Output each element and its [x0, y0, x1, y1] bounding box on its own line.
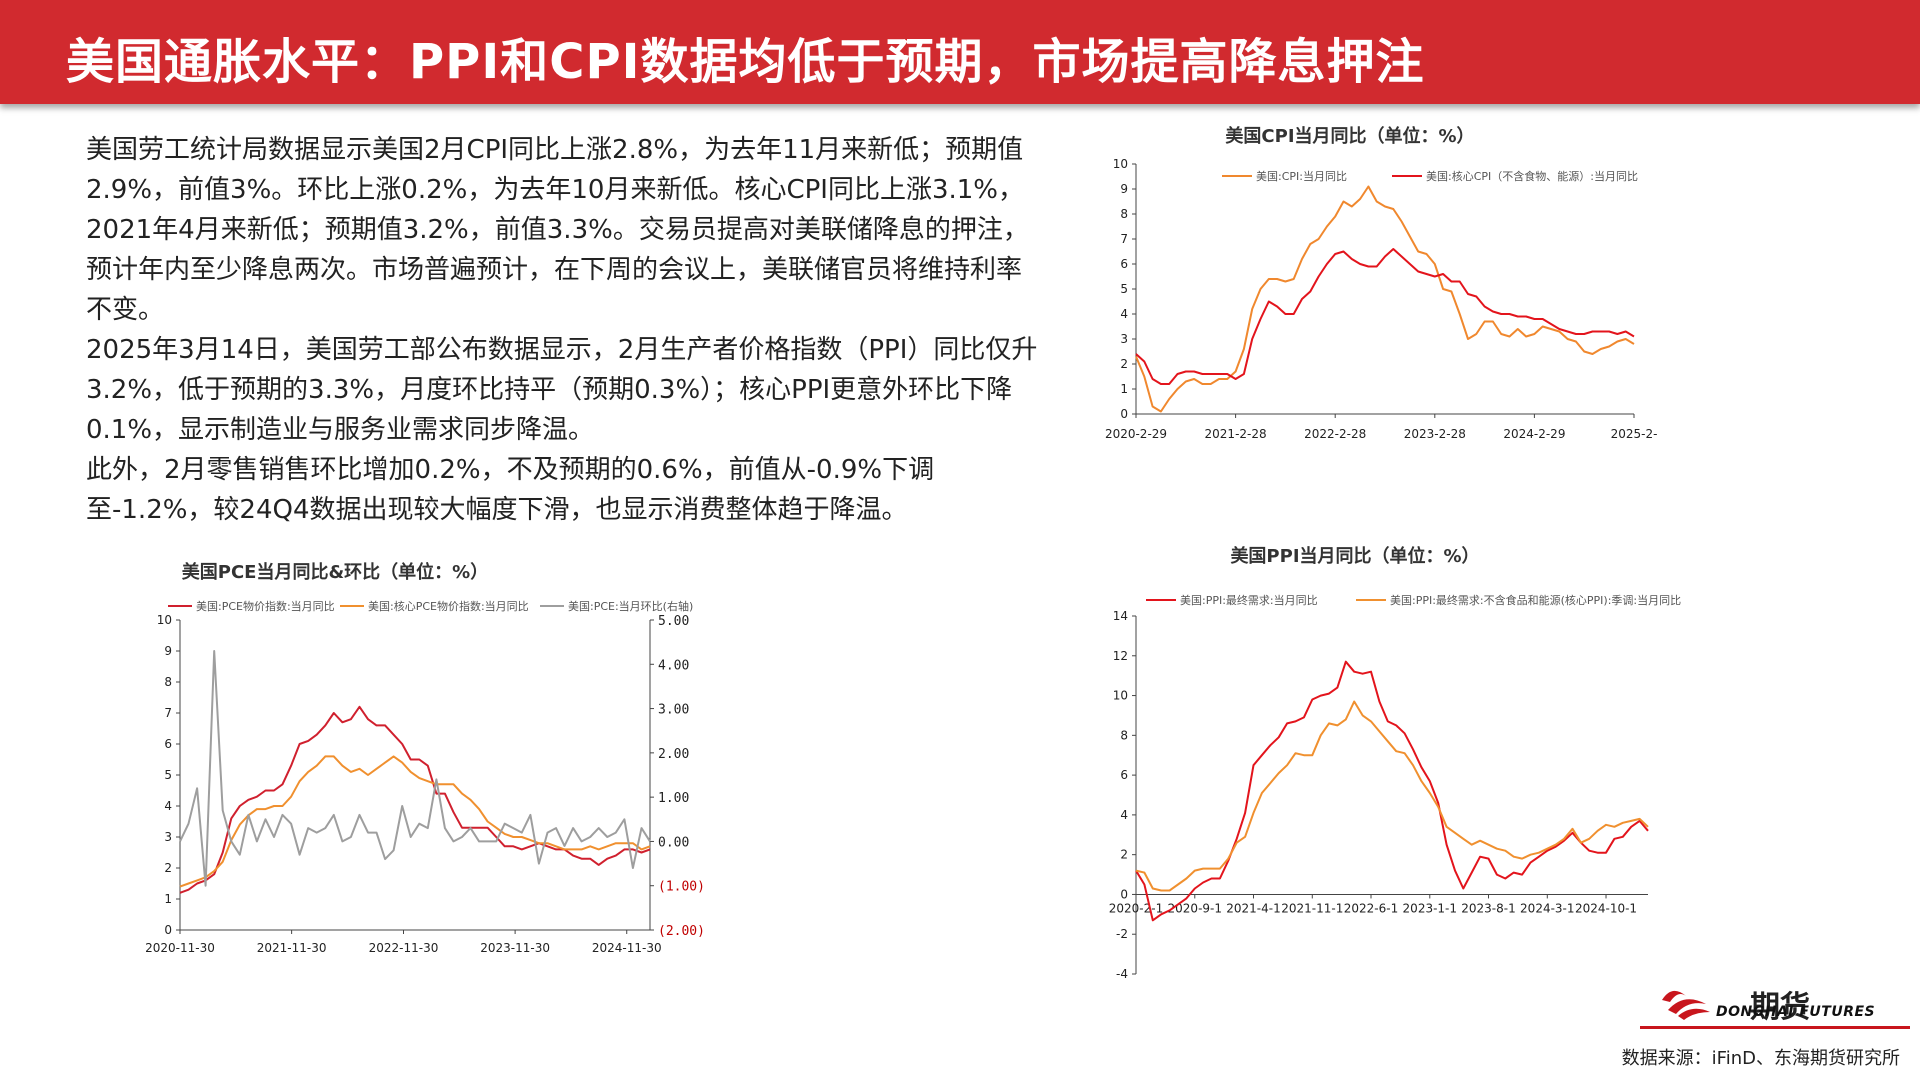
page-title: 美国通胀水平：PPI和CPI数据均低于预期，市场提高降息押注: [66, 34, 1425, 90]
pce-x-tick-label: 2021-11-30: [257, 941, 327, 955]
donghai-logo-icon: [1662, 990, 1710, 1020]
paragraph-cpi: 美国劳工统计局数据显示美国2月CPI同比上涨2.8%，为去年11月来新低；预期值…: [86, 135, 1029, 325]
ppi-x-tick-label: 2023-8-1: [1461, 901, 1515, 915]
cpi-y-tick-label: 5: [1120, 282, 1128, 296]
cpi-y-tick-label: 4: [1120, 307, 1128, 321]
donghai-logo: 期货 DONGHAI FUTURES: [1640, 978, 1910, 1029]
ppi-y-tick-label: 4: [1120, 808, 1128, 822]
cpi-chart-title: 美国CPI当月同比（单位：%）: [1225, 125, 1474, 147]
pce-y-tick-label: 10: [157, 613, 172, 627]
pce-y2-tick-label: (2.00): [658, 924, 705, 939]
pce-y2-tick-label: 0.00: [658, 835, 689, 850]
pce-y2-tick-label: 4.00: [658, 658, 689, 673]
pce-y2-tick-label: 3.00: [658, 703, 689, 718]
cpi-y-tick-label: 0: [1120, 407, 1128, 421]
ppi-y-tick-label: 12: [1113, 649, 1128, 663]
ppi-y-tick-label: 0: [1120, 887, 1128, 901]
ppi-series-line: [1135, 700, 1649, 892]
paragraph-retail: 此外，2月零售销售环比增加0.2%，不及预期的0.6%，前值从-0.9%下调至-…: [86, 455, 935, 525]
ppi-y-tick-label: -2: [1116, 927, 1128, 941]
pce-y-tick-label: 1: [164, 892, 172, 906]
ppi-x-tick-label: 2020-9-1: [1168, 901, 1222, 915]
data-source: 数据来源：iFinD、东海期货研究所: [1621, 1048, 1900, 1069]
pce-legend-label: 美国:核心PCE物价指数:当月同比: [368, 599, 529, 613]
pce-x-tick-label: 2024-11-30: [592, 941, 662, 955]
logo-english-text: DONGHAI FUTURES: [1716, 1004, 1876, 1020]
pce-x-tick-label: 2023-11-30: [480, 941, 550, 955]
pce-y2-tick-label: 2.00: [658, 747, 689, 762]
cpi-x-tick-label: 2020-2-29: [1105, 427, 1167, 441]
paragraph-ppi: 2025年3月14日，美国劳工部公布数据显示，2月生产者价格指数（PPI）同比仅…: [86, 335, 1038, 445]
ppi-y-tick-label: 2: [1120, 848, 1128, 862]
cpi-y-tick-label: 8: [1120, 207, 1128, 221]
logo-brand-text: 期货: [1750, 990, 1810, 1025]
ppi-y-tick-label: 6: [1120, 768, 1128, 782]
cpi-x-tick-label: 2025-2-: [1611, 427, 1658, 441]
cpi-x-tick-label: 2022-2-28: [1304, 427, 1366, 441]
cpi-x-tick-label: 2023-2-28: [1404, 427, 1466, 441]
pce-y-tick-label: 0: [164, 923, 172, 937]
cpi-y-tick-label: 2: [1120, 357, 1128, 371]
cpi-y-tick-label: 6: [1120, 257, 1128, 271]
title-banner: 美国通胀水平：PPI和CPI数据均低于预期，市场提高降息押注: [0, 0, 1920, 104]
body-text: 美国劳工统计局数据显示美国2月CPI同比上涨2.8%，为去年11月来新低；预期值…: [86, 130, 1046, 530]
cpi-series-line: [1135, 248, 1635, 385]
cpi-x-tick-label: 2024-2-29: [1503, 427, 1565, 441]
pce-y-tick-label: 7: [164, 706, 172, 720]
ppi-y-tick-label: 10: [1113, 689, 1128, 703]
cpi-y-tick-label: 7: [1120, 232, 1128, 246]
ppi-x-tick-label: 2021-4-1: [1226, 901, 1280, 915]
ppi-series-line: [1135, 660, 1649, 922]
pce-y-tick-label: 8: [164, 675, 172, 689]
cpi-y-tick-label: 1: [1120, 382, 1128, 396]
ppi-y-tick-label: 8: [1120, 728, 1128, 742]
cpi-series-line: [1135, 185, 1635, 413]
pce-y-tick-label: 9: [164, 644, 172, 658]
ppi-y-tick-label: 14: [1113, 609, 1128, 623]
ppi-x-tick-label: 2024-3-1: [1520, 901, 1574, 915]
ppi-legend-label: 美国:PPI:最终需求:不含食品和能源(核心PPI):季调:当月同比: [1390, 593, 1681, 607]
ppi-x-tick-label: 2023-1-1: [1403, 901, 1457, 915]
pce-y2-tick-label: 5.00: [658, 614, 689, 629]
ppi-chart-title: 美国PPI当月同比（单位：%）: [1230, 545, 1479, 567]
ppi-chart: 美国PPI当月同比（单位：%） 美国:PPI:最终需求:当月同比 美国:PPI:最终…: [1090, 540, 1910, 1000]
pce-y-tick-label: 6: [164, 737, 172, 751]
logo-underline: [1640, 1026, 1910, 1029]
pce-series-line: [179, 755, 651, 888]
pce-series-line: [179, 705, 651, 894]
cpi-y-tick-label: 3: [1120, 332, 1128, 346]
pce-chart-title: 美国PCE当月同比&环比（单位：%）: [182, 561, 488, 583]
cpi-legend-label: 美国:核心CPI（不含食物、能源）:当月同比: [1426, 169, 1638, 183]
ppi-x-tick-label: 2020-2-1: [1109, 901, 1163, 915]
cpi-legend-label: 美国:CPI:当月同比: [1256, 169, 1347, 183]
ppi-legend-label: 美国:PPI:最终需求:当月同比: [1180, 593, 1318, 607]
pce-x-tick-label: 2020-11-30: [145, 941, 215, 955]
ppi-x-tick-label: 2022-6-1: [1344, 901, 1398, 915]
pce-chart: 美国PCE当月同比&环比（单位：%） 美国:PCE物价指数:当月同比 美国:核心PC…: [140, 540, 860, 980]
pce-y-tick-label: 5: [164, 768, 172, 782]
pce-legend-label: 美国:PCE:当月环比(右轴): [568, 599, 693, 613]
pce-x-tick-label: 2022-11-30: [369, 941, 439, 955]
pce-y2-tick-label: 1.00: [658, 791, 689, 806]
cpi-chart: 美国CPI当月同比（单位：%） 美国:CPI:当月同比 美国:核心CPI（不含食物、…: [1090, 120, 1910, 540]
ppi-x-tick-label: 2024-10-1: [1575, 901, 1637, 915]
ppi-y-tick-label: -4: [1116, 967, 1128, 981]
cpi-y-tick-label: 9: [1120, 182, 1128, 196]
pce-y-tick-label: 3: [164, 830, 172, 844]
cpi-x-tick-label: 2021-2-28: [1205, 427, 1267, 441]
pce-y2-tick-label: (1.00): [658, 880, 705, 895]
pce-y-tick-label: 4: [164, 799, 172, 813]
ppi-x-tick-label: 2021-11-1: [1281, 901, 1343, 915]
cpi-y-tick-label: 10: [1113, 157, 1128, 171]
pce-legend-label: 美国:PCE物价指数:当月同比: [196, 599, 335, 613]
pce-series-line: [179, 650, 651, 887]
pce-y-tick-label: 2: [164, 861, 172, 875]
